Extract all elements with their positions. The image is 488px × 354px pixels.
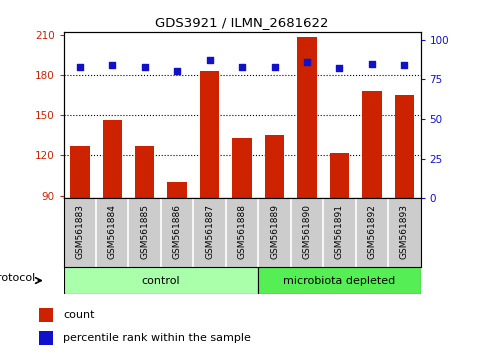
Bar	[70, 146, 89, 198]
Text: GSM561890: GSM561890	[302, 204, 311, 259]
Point	[335, 65, 343, 71]
Bar	[297, 37, 316, 198]
Bar	[394, 95, 413, 198]
Bar	[200, 71, 219, 198]
Text: GSM561892: GSM561892	[366, 204, 376, 259]
Bar	[362, 91, 381, 198]
Text: microbiota depleted: microbiota depleted	[283, 275, 395, 286]
Point	[108, 62, 116, 68]
Point	[270, 64, 278, 69]
Bar	[232, 138, 251, 198]
Point	[141, 64, 148, 69]
Text: count: count	[63, 310, 94, 320]
Point	[400, 62, 407, 68]
Text: protocol: protocol	[0, 273, 35, 283]
Text: GSM561887: GSM561887	[204, 204, 214, 259]
Text: GSM561893: GSM561893	[399, 204, 408, 259]
Text: GSM561888: GSM561888	[237, 204, 246, 259]
Bar	[258, 267, 420, 294]
Bar	[167, 182, 186, 198]
Text: GSM561883: GSM561883	[75, 204, 84, 259]
Text: GSM561885: GSM561885	[140, 204, 149, 259]
Point	[367, 61, 375, 67]
Bar	[135, 146, 154, 198]
Point	[173, 69, 181, 74]
Text: GSM561886: GSM561886	[172, 204, 181, 259]
Point	[76, 64, 83, 69]
Text: GSM561884: GSM561884	[107, 204, 117, 259]
Bar	[63, 267, 258, 294]
Bar	[39, 331, 53, 345]
Bar	[264, 135, 284, 198]
Text: GSM561891: GSM561891	[334, 204, 343, 259]
Text: percentile rank within the sample: percentile rank within the sample	[63, 333, 250, 343]
Point	[238, 64, 245, 69]
Bar	[39, 308, 53, 322]
Text: control: control	[142, 275, 180, 286]
Bar	[102, 120, 122, 198]
Point	[205, 58, 213, 63]
Bar	[329, 153, 348, 198]
Point	[303, 59, 310, 65]
Text: GSM561889: GSM561889	[269, 204, 279, 259]
Title: GDS3921 / ILMN_2681622: GDS3921 / ILMN_2681622	[155, 16, 328, 29]
